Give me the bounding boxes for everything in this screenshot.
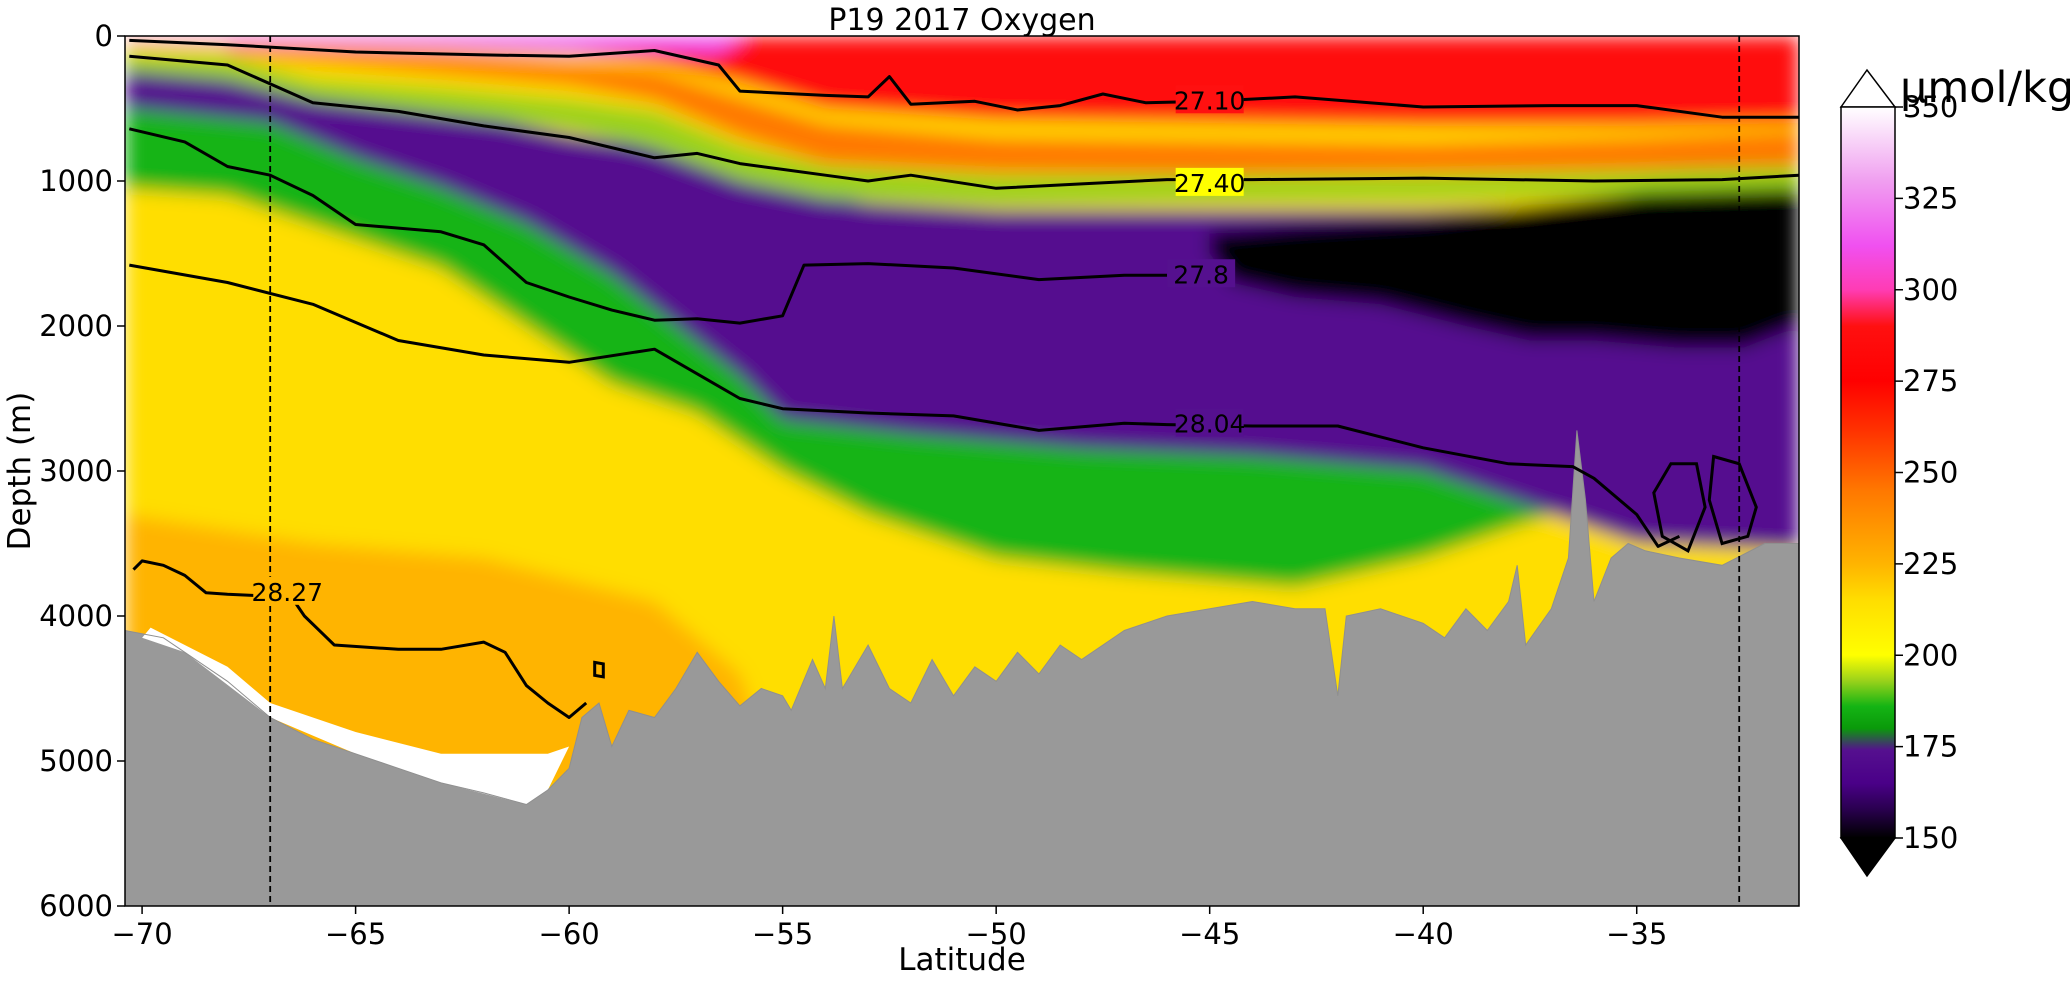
y-axis-title: Depth (m) [2,392,38,551]
colorbar-tick-label: 225 [1903,547,1958,581]
colorbar-tick-label: 300 [1903,273,1958,307]
contour-label-bg [1175,167,1244,196]
colorbar-lower-extend [1839,837,1897,878]
isopycnal-contours: 27.10 27.40 27.8 28.04 28.27 [128,38,1799,719]
x-tick-label: −60 [539,917,600,951]
contour-label-bg [1175,85,1244,114]
y-tick-label: 6000 [39,889,113,923]
contour-label-bg [1175,408,1244,437]
oxygen-region [125,54,1799,205]
colorbar-tick-label: 250 [1903,456,1958,490]
y-tick-label: 4000 [39,599,113,633]
seafloor-edge [125,430,1799,806]
contour-label: 28.27 [251,578,323,607]
isopycnal-closed-contour [1652,462,1707,553]
colorbar-tick-label: 350 [1903,90,1958,124]
seafloor [125,430,1799,906]
x-axis-title: Latitude [898,942,1026,978]
plot-area: 27.10 27.40 27.8 28.04 28.27 [125,36,1799,906]
oxygen-region [312,652,612,747]
contour-label: 27.40 [1174,169,1246,198]
isopycnal-contour [129,54,1799,190]
contour-label: 27.8 [1173,260,1229,289]
colorbar-ticks: 150 175 200 225 250 275 300 325 350 [1895,90,1958,855]
oxygen-region [1209,181,1799,348]
y-tick-label: 0 [95,19,113,53]
reference-lines [269,36,1741,906]
x-tick-label: −45 [1179,917,1240,951]
contour-label-bg [253,576,322,605]
colorbar-tick-label: 175 [1903,730,1958,764]
oxygen-region [227,44,1799,174]
colorbar-scale [1840,106,1896,839]
contour-label-bg [1167,259,1236,288]
y-tick-label: 5000 [39,744,113,778]
isopycnal-closed-contour [593,660,605,679]
isopycnal-closed-contour [1707,454,1758,546]
colorbar-tick-label: 325 [1903,181,1958,215]
x-axis-ticks: −70 −65 −60 −55 −50 −45 −40 −35 [111,906,1667,951]
isopycnal-contour [128,127,1167,325]
colorbar: 150 175 200 225 250 275 300 325 350 µmol/kg [1839,63,2070,878]
isopycnal-contour [132,559,588,719]
colorbar-unit-label: µmol/kg [1900,63,2070,113]
y-tick-label: 2000 [39,309,113,343]
x-tick-label: −55 [752,917,813,951]
x-tick-label: −50 [966,917,1027,951]
colorbar-tick-label: 200 [1903,638,1958,672]
y-tick-label: 3000 [39,454,113,488]
colorbar-upper-extend [1839,68,1897,108]
colorbar-tick-label: 275 [1903,364,1958,398]
oxygen-region [125,65,1799,551]
colorbar-tick-label: 150 [1903,821,1958,855]
isopycnal-contour [129,263,1681,548]
no-data-gap [142,627,570,805]
x-tick-label: −65 [325,917,386,951]
x-tick-label: −70 [111,917,172,951]
contour-label: 28.04 [1174,410,1246,439]
chart-title: P19 2017 Oxygen [828,3,1095,38]
x-tick-label: −35 [1606,917,1667,951]
y-axis-ticks: 0 1000 2000 3000 4000 5000 6000 [39,19,125,923]
x-tick-label: −40 [1393,917,1454,951]
oxygen-region [125,36,749,54]
y-tick-label: 1000 [39,164,113,198]
contour-label: 27.10 [1174,86,1246,115]
isopycnal-contour [129,38,1799,119]
seafloor-bathymetry [125,430,1799,906]
